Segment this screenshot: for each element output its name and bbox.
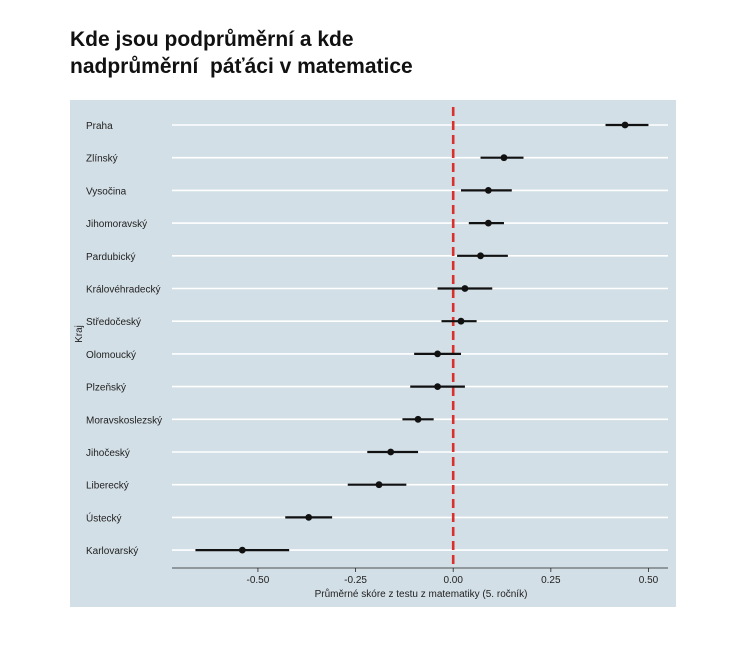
category-label: Olomoucký	[86, 350, 136, 361]
category-label: Ústecký	[86, 511, 122, 524]
category-label: Praha	[86, 121, 113, 132]
category-labels: Praha Zlínský Vysočina Jihomoravský Pardubic…	[86, 121, 162, 557]
data-point	[621, 121, 629, 129]
chart-title-line-1: Kde jsou podprůměrní a kde	[70, 28, 354, 51]
data-point	[305, 514, 313, 521]
y-axis-label: Kraj	[74, 325, 85, 343]
data-point	[484, 219, 492, 227]
x-tick-label: -0.25	[344, 575, 367, 586]
category-label: Královéhradecký	[86, 285, 160, 296]
category-label: Jihomoravský	[86, 219, 147, 230]
chart-panel: Praha Zlínský Vysočina Jihomoravský Pardubic…	[70, 100, 676, 607]
category-label: Plzeňský	[86, 383, 126, 394]
data-point	[414, 415, 422, 423]
data-point	[375, 481, 383, 489]
data-point	[500, 154, 508, 162]
category-label: Pardubický	[86, 252, 135, 263]
category-label: Vysočina	[86, 186, 127, 197]
category-label: Moravskoslezský	[86, 415, 162, 426]
data-point	[434, 350, 441, 358]
chart-title-line-2: nadprůměrní páťáci v matematice	[70, 55, 413, 78]
data-point	[461, 285, 469, 292]
category-label: Karlovarský	[86, 546, 138, 557]
data-point	[238, 546, 246, 554]
data-points	[238, 121, 629, 554]
data-point	[457, 317, 465, 325]
x-tick-label: -0.50	[247, 575, 270, 586]
category-label: Liberecký	[86, 481, 129, 492]
x-tick-label: 0.50	[639, 575, 659, 586]
chart-title: Kde jsou podprůměrní a kde nadprůměrní p…	[70, 26, 690, 80]
x-axis: -0.50 -0.25 0.00 0.25 0.50	[172, 567, 668, 586]
category-label: Zlínský	[86, 154, 118, 165]
data-point	[484, 187, 492, 194]
data-point	[387, 448, 395, 456]
x-axis-label: Průměrné skóre z testu z matematiky (5. …	[315, 588, 528, 600]
category-label: Středočeský	[86, 317, 141, 328]
x-tick-label: 0.25	[541, 575, 561, 586]
x-tick-label: 0.00	[443, 575, 463, 586]
data-point	[477, 252, 484, 260]
category-label: Jihočeský	[86, 448, 130, 459]
data-point	[434, 383, 441, 390]
